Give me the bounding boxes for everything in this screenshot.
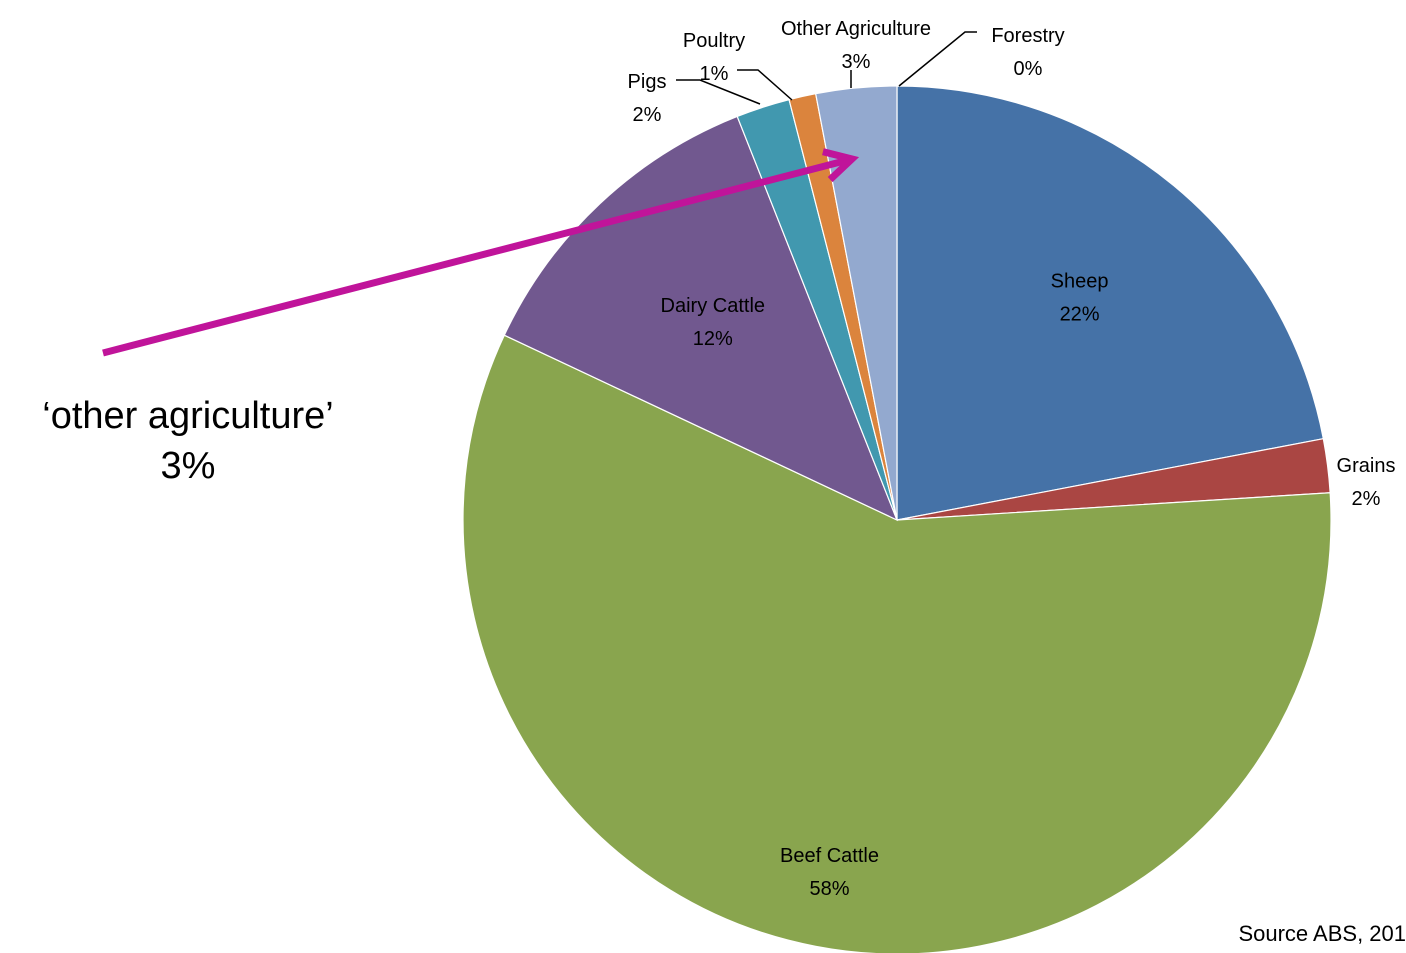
slice-beef-cattle bbox=[462, 334, 1332, 953]
value-label-pigs: 2% bbox=[633, 104, 662, 126]
leader-line-forestry bbox=[898, 31, 977, 87]
label-grains: Grains bbox=[1337, 455, 1396, 477]
value-label-poultry: 1% bbox=[700, 63, 729, 85]
value-label-grains: 2% bbox=[1352, 488, 1381, 510]
annotation: ‘other agriculture’ 3% bbox=[42, 148, 860, 487]
slice-other-agriculture bbox=[814, 85, 898, 521]
label-other-agriculture: Other Agriculture bbox=[781, 18, 931, 40]
value-label-sheep: 22% bbox=[1060, 303, 1100, 325]
value-label-forestry: 0% bbox=[1014, 58, 1043, 80]
slice-labels: Sheep 22% Grains 2% Beef Cattle 58% Dairy Catt… bbox=[628, 18, 1396, 900]
leader-line-pigs bbox=[676, 79, 761, 105]
label-poultry: Poultry bbox=[683, 30, 745, 52]
label-forestry: Forestry bbox=[991, 25, 1064, 47]
label-pigs: Pigs bbox=[628, 71, 667, 93]
label-dairy-cattle: Dairy Cattle bbox=[661, 295, 765, 317]
annotation-arrow-head bbox=[822, 148, 860, 183]
value-label-other-agriculture: 3% bbox=[842, 51, 871, 73]
label-beef-cattle: Beef Cattle bbox=[780, 845, 879, 867]
slice-sheep bbox=[896, 85, 1325, 521]
leader-lines bbox=[676, 31, 977, 105]
value-label-dairy-cattle: 12% bbox=[693, 328, 733, 350]
label-sheep: Sheep bbox=[1051, 270, 1109, 292]
annotation-label: ‘other agriculture’ bbox=[42, 395, 333, 437]
annotation-arrow-shaft bbox=[102, 155, 853, 357]
slice-dairy-cattle bbox=[503, 115, 899, 522]
annotation-value: 3% bbox=[161, 445, 216, 487]
value-label-beef-cattle: 58% bbox=[809, 878, 849, 900]
source-note: Source ABS, 201 bbox=[1238, 921, 1406, 946]
leader-line-poultry bbox=[737, 69, 793, 101]
pie-slices bbox=[462, 85, 1332, 953]
